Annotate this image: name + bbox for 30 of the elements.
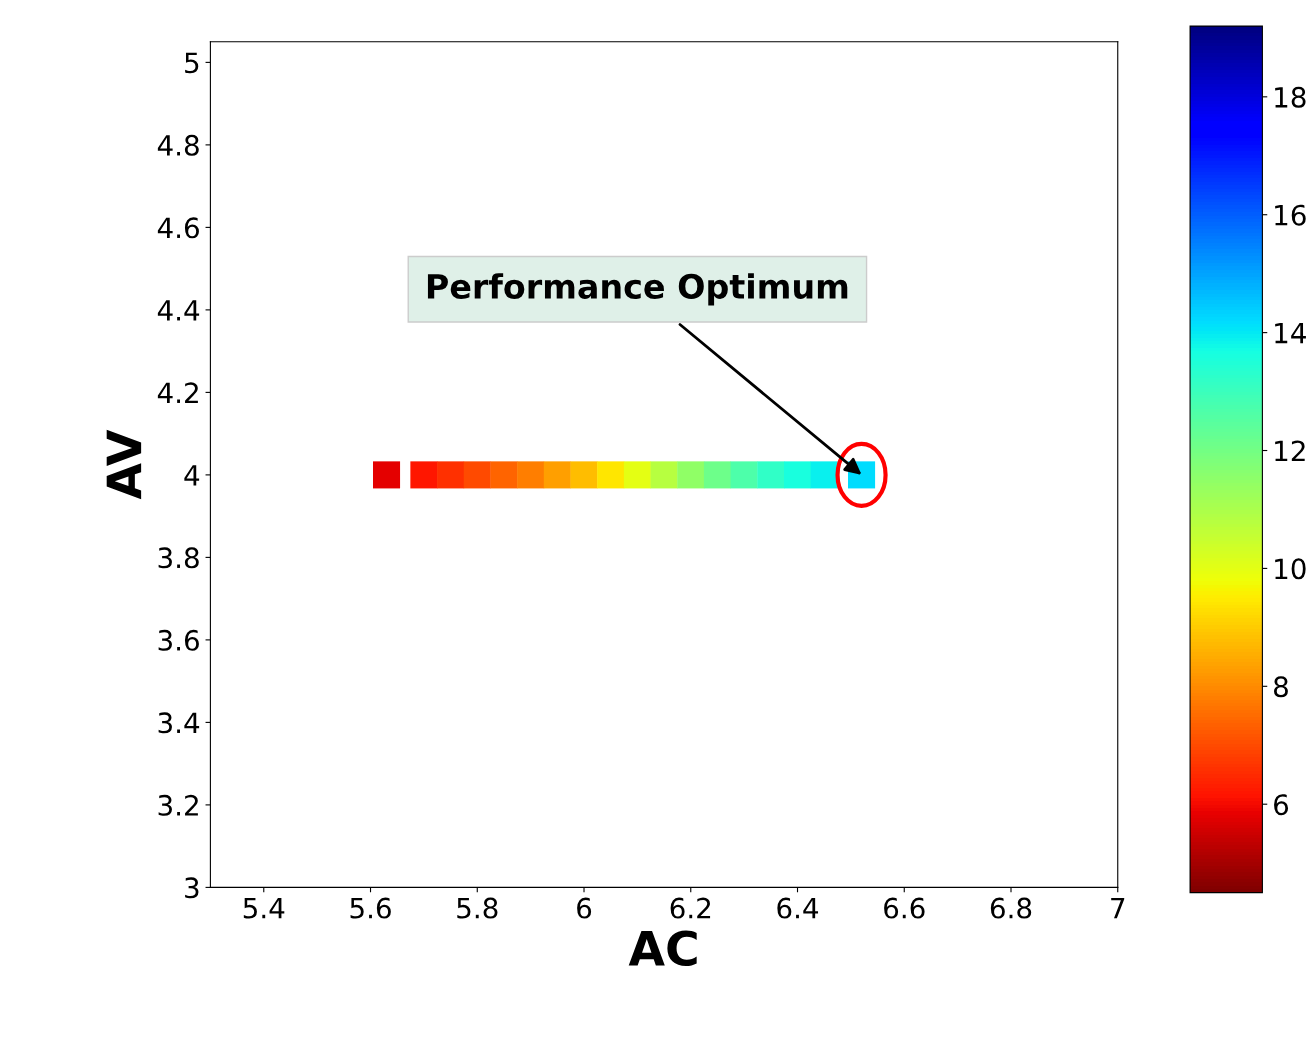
x-axis-title: AC bbox=[628, 930, 697, 967]
y-tick-label: 3.8 bbox=[158, 547, 199, 569]
color-bar-label: 16 bbox=[1275, 204, 1306, 226]
color-bar-label: 8 bbox=[1274, 676, 1288, 698]
x-tick-label: 5.4 bbox=[243, 897, 285, 919]
y-tick-label: 4 bbox=[184, 465, 200, 486]
y-tick-label: 3.6 bbox=[158, 629, 199, 651]
color-bar-label: 12 bbox=[1275, 440, 1305, 462]
y-tick-label: 5 bbox=[185, 52, 199, 74]
y-tick-label: 3 bbox=[185, 877, 199, 899]
y-tick-label: 3.4 bbox=[158, 712, 200, 734]
x-tick-label: 6.8 bbox=[990, 897, 1032, 919]
y-tick-label: 4.4 bbox=[157, 300, 200, 321]
color-bar-label: 10 bbox=[1275, 558, 1306, 580]
y-axis-title: AV bbox=[106, 429, 142, 500]
x-tick-label: 6.2 bbox=[670, 897, 711, 919]
color-bar-label: 14 bbox=[1275, 322, 1306, 344]
y-tick-label: 4.2 bbox=[157, 382, 198, 403]
x-tick-label: 5.6 bbox=[350, 897, 391, 919]
x-tick-label: 6.6 bbox=[884, 897, 925, 919]
x-tick-label: 5.8 bbox=[457, 897, 498, 919]
y-tick-label: 3.2 bbox=[158, 794, 198, 816]
x-tick-label: 6.4 bbox=[777, 897, 819, 919]
color-bar-label: 18 bbox=[1275, 86, 1306, 108]
x-tick-label: 7 bbox=[1111, 897, 1125, 919]
x-tick-label: 6 bbox=[577, 897, 592, 919]
y-tick-label: 4.6 bbox=[157, 217, 199, 239]
annotation: Performance Optimum bbox=[427, 273, 848, 306]
color-bar-label: 6 bbox=[1274, 794, 1289, 816]
y-tick-label: 4.8 bbox=[157, 134, 199, 156]
